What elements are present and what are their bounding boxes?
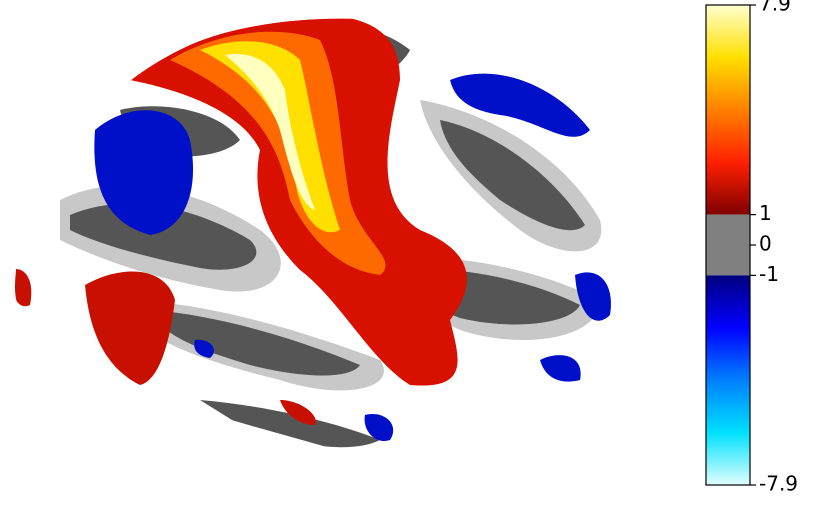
tick-label: 0 [759,232,772,256]
tick-label: 1 [759,201,772,225]
tick-label: -7.9 [759,472,798,496]
colorbar: 7.9 1 0 -1 -7.9 [706,0,798,496]
figure: 7.9 1 0 -1 -7.9 [0,0,823,510]
colorbar-positive [706,5,750,215]
colorbar-threshold [706,215,750,276]
tick-label: 7.9 [759,0,791,16]
colorbar-negative [706,275,750,485]
tick-label: -1 [759,262,779,286]
brain-surface [0,0,660,480]
